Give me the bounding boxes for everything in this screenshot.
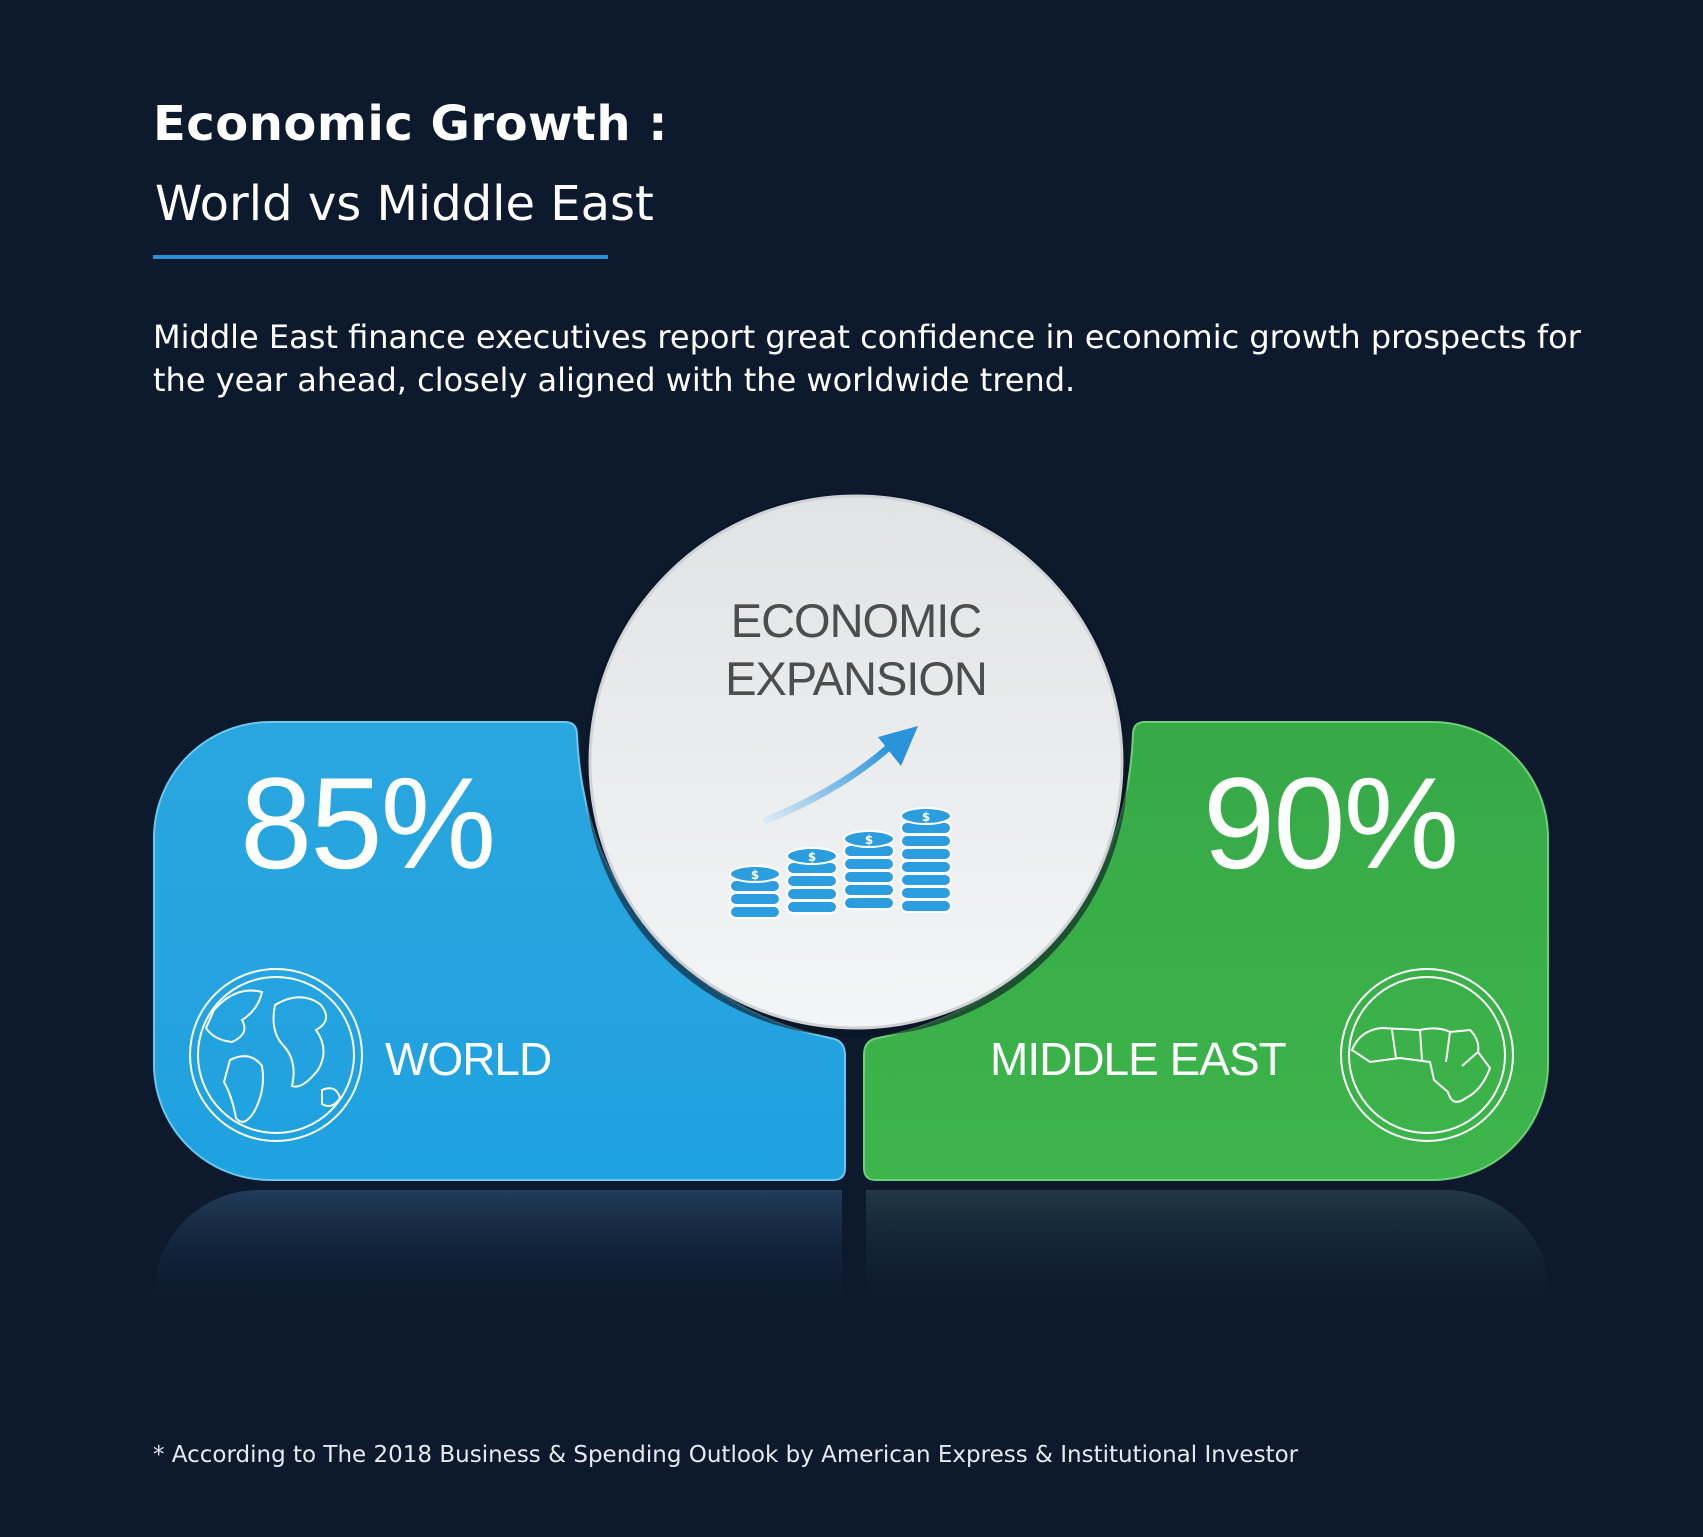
page-subtitle: World vs Middle East [155,176,654,232]
source-footnote: * According to The 2018 Business & Spend… [153,1442,1299,1468]
title-underline [153,255,608,259]
center-circle [588,494,1124,1030]
svg-text:$: $ [751,868,759,882]
middle-east-map-icon [1340,968,1514,1142]
intro-text: Middle East finance executives report gr… [153,318,1581,399]
svg-text:$: $ [922,810,930,824]
world-label: WORLD [385,1033,552,1085]
svg-text:$: $ [808,850,816,864]
page-title: Economic Growth : [153,96,668,152]
world-panel-reflection [153,1190,842,1320]
middle-east-label: MIDDLE EAST [990,1033,1287,1085]
coins-growth-arrow-icon: $ $ $ $ [729,726,952,919]
middle-east-percentage: 90% [1203,750,1459,896]
center-title-line2: EXPANSION [725,652,988,705]
center-title-line1: ECONOMIC [730,594,983,647]
world-percentage: 85% [240,750,496,896]
globe-icon [189,968,363,1142]
svg-text:$: $ [865,833,873,847]
middle-east-panel-reflection [866,1190,1551,1320]
